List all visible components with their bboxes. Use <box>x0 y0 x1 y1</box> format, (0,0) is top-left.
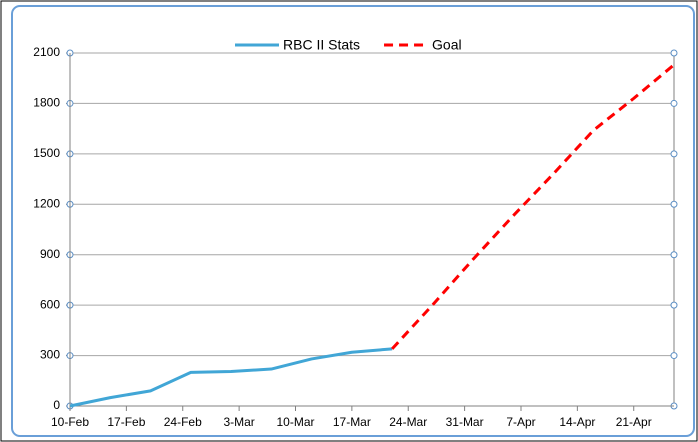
plot-area <box>69 52 675 407</box>
selection-frame <box>11 5 695 437</box>
handle <box>670 251 678 259</box>
x-tick-label: 14-Apr <box>559 415 595 429</box>
handle <box>670 150 678 158</box>
x-tick-label: 24-Mar <box>389 415 427 429</box>
x-tick-label: 17-Mar <box>333 415 371 429</box>
x-tick-label: 17-Feb <box>107 415 145 429</box>
y-tick-label: 600 <box>40 297 60 311</box>
handle <box>670 99 678 107</box>
handle <box>670 200 678 208</box>
x-tick-label: 24-Feb <box>164 415 202 429</box>
y-tick-label: 0 <box>53 398 60 412</box>
x-tick-label: 3-Mar <box>223 415 254 429</box>
handle <box>670 49 678 57</box>
y-tick-label: 900 <box>40 247 60 261</box>
x-tick-label: 10-Feb <box>51 415 89 429</box>
x-tick-label: 7-Apr <box>506 415 535 429</box>
y-tick-label: 2100 <box>33 45 60 59</box>
y-tick-label: 1800 <box>33 96 60 110</box>
x-tick-label: 21-Apr <box>616 415 652 429</box>
y-tick-label: 1200 <box>33 196 60 210</box>
legend-label: Goal <box>432 37 462 53</box>
y-tick-label: 1500 <box>33 146 60 160</box>
x-tick-label: 31-Mar <box>446 415 484 429</box>
handle <box>670 301 678 309</box>
x-tick-label: 10-Mar <box>276 415 314 429</box>
series-line <box>69 347 393 408</box>
handle <box>670 352 678 360</box>
y-tick-label: 300 <box>40 348 60 362</box>
legend-label: RBC II Stats <box>283 37 360 53</box>
